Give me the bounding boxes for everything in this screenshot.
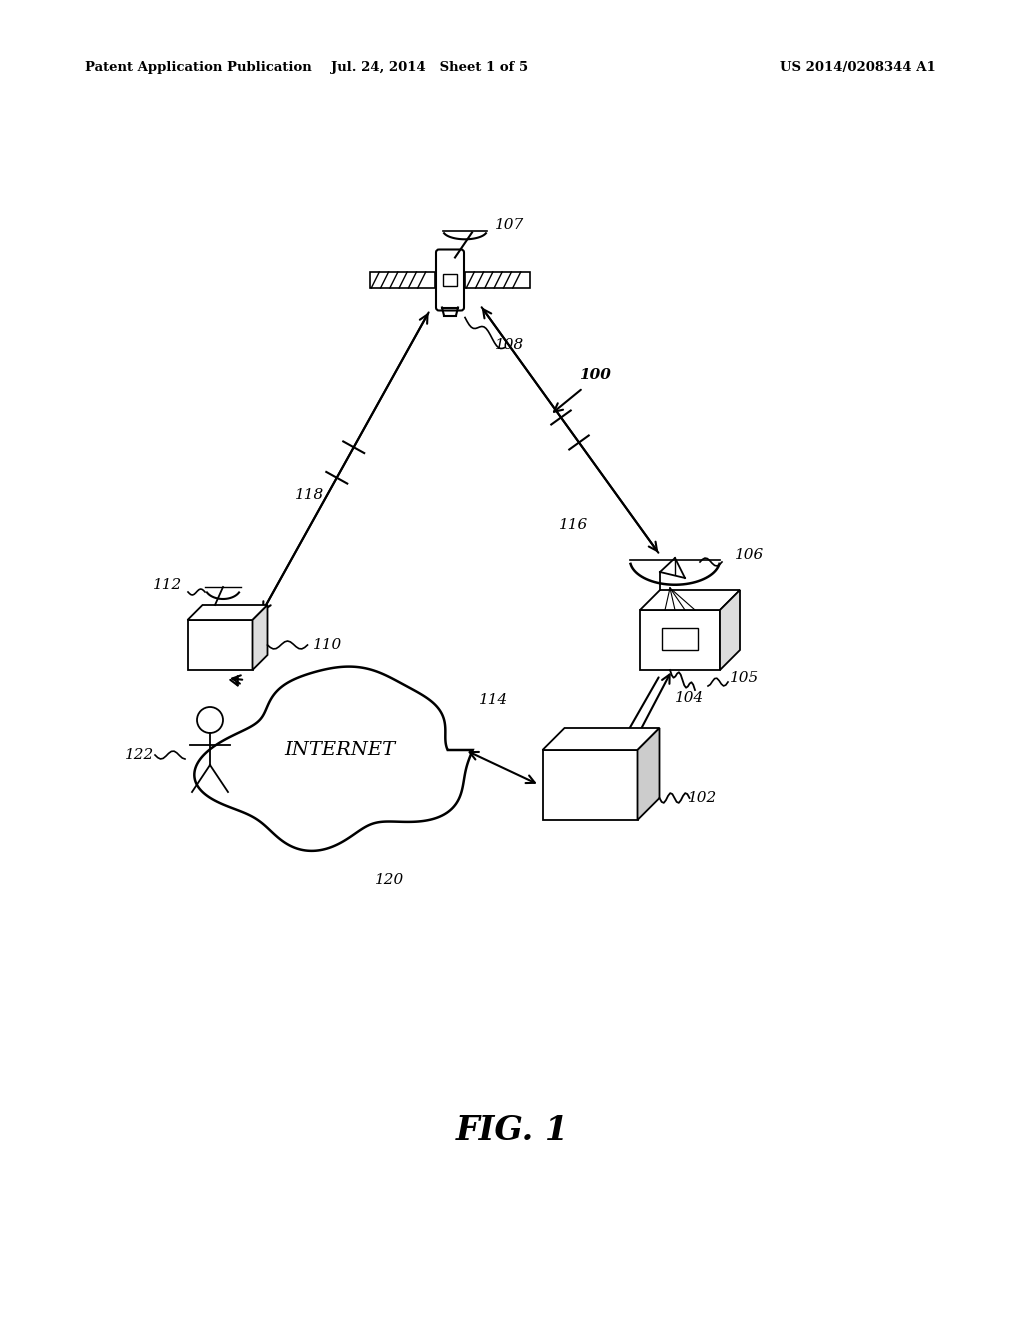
Text: 116: 116 bbox=[559, 517, 589, 532]
Text: US 2014/0208344 A1: US 2014/0208344 A1 bbox=[780, 62, 936, 74]
Text: 102: 102 bbox=[688, 791, 717, 805]
Text: 122: 122 bbox=[125, 748, 155, 762]
Text: Jul. 24, 2014   Sheet 1 of 5: Jul. 24, 2014 Sheet 1 of 5 bbox=[332, 62, 528, 74]
Polygon shape bbox=[187, 605, 267, 620]
Text: Patent Application Publication: Patent Application Publication bbox=[85, 62, 311, 74]
Text: 107: 107 bbox=[496, 218, 524, 232]
Bar bbox=[640, 610, 720, 671]
Bar bbox=[465, 272, 530, 288]
Circle shape bbox=[197, 708, 223, 733]
Bar bbox=[662, 628, 698, 649]
Text: 120: 120 bbox=[376, 873, 404, 887]
Bar bbox=[443, 275, 457, 286]
Text: FIG. 1: FIG. 1 bbox=[456, 1114, 568, 1147]
Text: 108: 108 bbox=[496, 338, 524, 352]
Text: 100: 100 bbox=[579, 368, 611, 381]
Text: 106: 106 bbox=[735, 548, 765, 562]
Polygon shape bbox=[720, 590, 740, 671]
Text: 104: 104 bbox=[676, 690, 705, 705]
Text: INTERNET: INTERNET bbox=[285, 741, 395, 759]
Text: 105: 105 bbox=[730, 671, 760, 685]
Text: 112: 112 bbox=[154, 578, 182, 591]
Polygon shape bbox=[638, 729, 659, 820]
Polygon shape bbox=[640, 590, 740, 610]
Bar bbox=[370, 272, 435, 288]
Bar bbox=[543, 750, 638, 820]
Polygon shape bbox=[253, 605, 267, 671]
FancyBboxPatch shape bbox=[436, 249, 464, 310]
Bar bbox=[187, 620, 253, 671]
Polygon shape bbox=[543, 729, 659, 750]
Polygon shape bbox=[195, 667, 473, 851]
Text: 110: 110 bbox=[313, 638, 342, 652]
Text: 118: 118 bbox=[295, 488, 325, 502]
Text: 114: 114 bbox=[479, 693, 509, 708]
